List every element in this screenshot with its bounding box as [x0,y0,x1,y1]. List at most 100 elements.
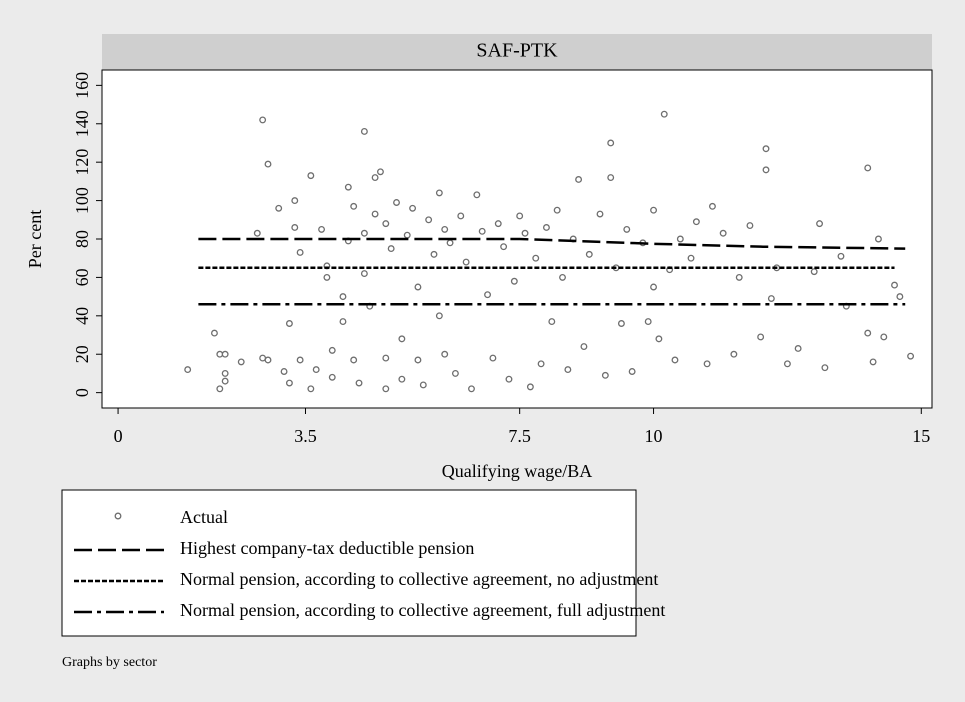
data-point [393,199,400,206]
data-point [891,281,898,289]
data-point [285,379,293,387]
strip [102,34,932,70]
data-point [575,176,583,183]
data-point [355,379,363,387]
data-point [253,229,261,237]
data-point [687,254,695,262]
data-point [184,366,192,374]
y-tick-label: 20 [72,345,92,363]
data-point [468,385,475,393]
y-tick-label: 160 [72,72,92,99]
y-tick-label: 100 [72,187,92,214]
legend-label: Normal pension, according to collective … [180,569,658,589]
data-point [650,206,657,214]
data-point [537,360,545,368]
data-point [296,356,304,364]
data-point [837,252,845,260]
data-point [489,354,497,362]
data-point [709,202,716,210]
data-point [312,366,320,374]
legend [61,489,637,637]
data-point [360,270,368,278]
data-point [441,350,449,358]
data-point [328,373,336,381]
data-point [896,293,904,301]
legend-label: Actual [180,507,228,527]
data-point [323,273,331,281]
data-point [387,245,395,253]
data-point [767,295,775,302]
data-point [339,293,347,301]
data-point [762,166,770,174]
data-point [414,356,422,364]
data-point [473,191,481,199]
data-point [280,368,288,375]
data-point [601,371,609,379]
data-point [350,202,358,210]
data-point [275,204,283,212]
data-point [360,128,368,135]
x-axis-label: Qualifying wage/BA [442,461,592,481]
data-point [516,212,524,220]
data-point [505,375,513,383]
y-tick-label: 40 [72,307,92,325]
data-point [816,220,823,228]
data-point [543,224,550,231]
data-point [746,222,754,230]
data-point [907,352,915,360]
data-point [328,346,336,354]
data-point [628,368,636,375]
legend-label: Normal pension, according to collective … [180,600,665,620]
data-point [221,377,229,385]
data-point [532,254,540,262]
data-point [783,360,791,368]
data-point [655,335,663,343]
data-point [494,220,502,228]
y-tick-label: 0 [72,388,92,397]
y-tick-label: 60 [72,268,92,286]
data-point [237,358,245,366]
data-point [291,224,299,231]
data-point [211,329,218,337]
legend-label: Highest company-tax deductible pension [180,538,474,558]
data-point [810,268,818,276]
x-tick-label: 7.5 [508,426,531,446]
data-point [564,366,572,374]
data-point [398,375,406,383]
data-point [500,243,508,251]
data-point [409,204,417,212]
x-tick-label: 3.5 [294,426,317,446]
data-point [221,350,229,358]
x-tick-label: 15 [912,426,930,446]
data-point [484,291,491,299]
data-point [548,318,556,326]
data-point [216,385,224,393]
data-point [451,369,459,377]
data-point [869,358,877,366]
data-point [382,385,390,393]
data-point [462,258,470,266]
data-point [821,364,829,372]
data-point [339,318,347,326]
data-point [264,356,272,364]
data-point [307,385,315,393]
y-tick-label: 120 [72,149,92,176]
data-point [559,273,566,281]
data-point [660,110,668,118]
data-point [510,277,518,285]
data-point [264,160,272,168]
data-point [703,360,711,368]
data-point [671,356,679,364]
data-point [377,168,384,176]
data-point [644,318,652,326]
data-point [596,210,604,218]
data-point [425,216,433,224]
data-point [307,172,315,180]
data-point [757,333,765,341]
data-point [430,250,438,258]
note: Graphs by sector [62,655,157,670]
data-point [478,227,486,235]
y-tick-label: 80 [72,230,92,248]
chart-title: SAF-PTK [476,40,558,62]
